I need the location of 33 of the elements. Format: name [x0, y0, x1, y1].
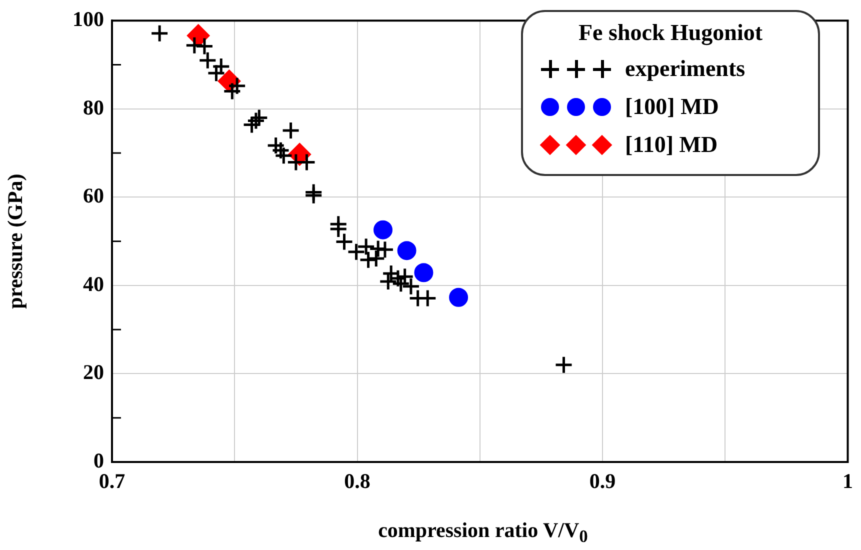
x-tick-label: 0.9 — [589, 469, 616, 494]
point — [374, 220, 392, 240]
x-tick-label: 0.8 — [344, 469, 370, 494]
point — [150, 24, 169, 43]
x-axis-title: compression ratio V/V$_{0}$ — [377, 518, 589, 548]
x-tick-label: 1 — [842, 469, 853, 494]
point — [246, 112, 266, 130]
point — [414, 263, 434, 282]
point — [304, 186, 323, 205]
point — [554, 356, 573, 374]
point — [376, 240, 394, 259]
point — [222, 82, 242, 100]
legend-label: [100] MD — [625, 94, 719, 120]
point — [282, 121, 300, 140]
point — [198, 51, 217, 70]
point — [250, 108, 268, 127]
point — [397, 241, 416, 260]
y-tick-label: 100 — [72, 7, 104, 32]
y-tick-label: 20 — [83, 360, 104, 384]
point — [335, 232, 354, 251]
point — [329, 220, 348, 238]
point — [449, 288, 468, 307]
y-axis-title: pressure (GPa) — [3, 174, 28, 309]
y-tick-label: 40 — [83, 272, 104, 296]
legend-label: [110] MD — [625, 132, 718, 158]
point — [195, 36, 214, 56]
y-tick-label: 60 — [83, 184, 104, 208]
point — [185, 36, 204, 55]
y-tick-label: 80 — [83, 95, 104, 120]
legend-label: experiments — [625, 56, 746, 82]
point — [242, 116, 262, 134]
point — [206, 64, 226, 82]
legend-title: Fe shock Hugoniot — [577, 20, 764, 46]
